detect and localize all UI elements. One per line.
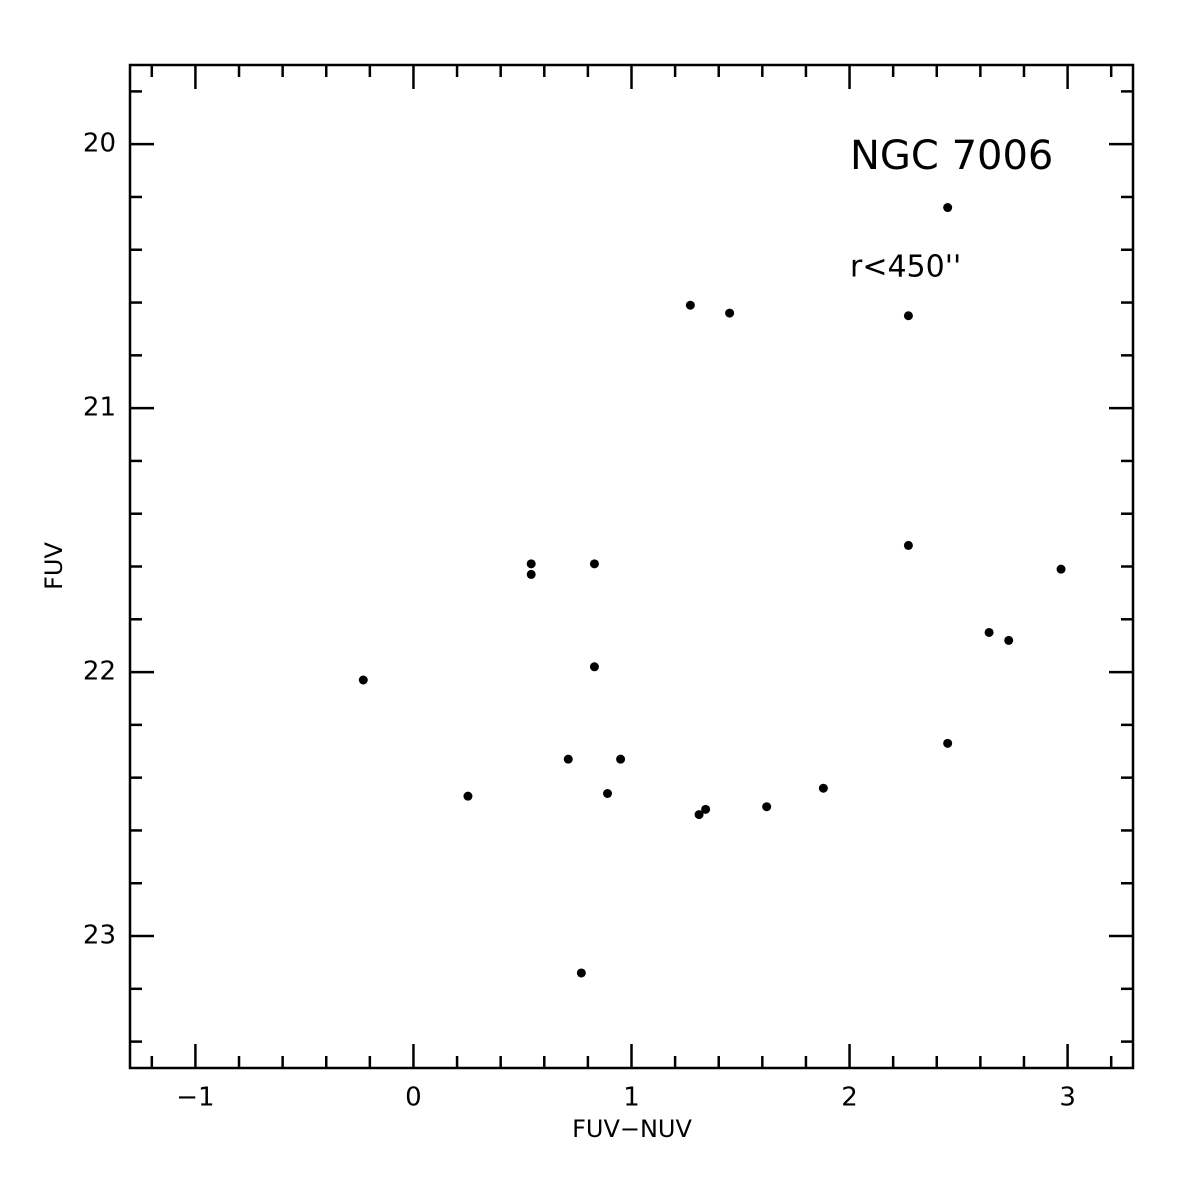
annotation: NGC 7006	[850, 133, 1053, 179]
y-tick-label: 20	[83, 129, 116, 159]
x-tick-label: 2	[841, 1083, 858, 1113]
point	[943, 203, 953, 213]
point	[576, 968, 586, 978]
point	[563, 754, 573, 764]
x-tick-label: −1	[176, 1083, 214, 1113]
y-tick-label: 21	[83, 393, 116, 423]
y-axis-label: FUV	[40, 542, 68, 590]
x-tick-label: 0	[405, 1083, 422, 1113]
plot-frame	[128, 63, 1135, 1070]
point	[818, 783, 828, 793]
point	[903, 311, 913, 321]
point	[694, 810, 704, 820]
point	[616, 754, 626, 764]
point	[685, 300, 695, 310]
point	[903, 540, 913, 550]
point	[603, 788, 613, 798]
point	[1004, 635, 1014, 645]
y-tick-label: 22	[83, 657, 116, 687]
annotation: r<450''	[850, 250, 961, 285]
x-axis-label: FUV−NUV	[572, 1115, 692, 1143]
x-tick-label: 1	[623, 1083, 640, 1113]
point	[1056, 564, 1066, 574]
x-tick-label: 3	[1059, 1083, 1076, 1113]
point	[358, 675, 368, 685]
point	[589, 559, 599, 569]
y-tick-label: 23	[83, 921, 116, 951]
point	[943, 738, 953, 748]
point	[463, 791, 473, 801]
point	[701, 804, 711, 814]
point	[526, 569, 536, 579]
point	[762, 802, 772, 812]
point	[725, 308, 735, 318]
point	[984, 627, 994, 637]
point	[526, 559, 536, 569]
point	[589, 662, 599, 672]
